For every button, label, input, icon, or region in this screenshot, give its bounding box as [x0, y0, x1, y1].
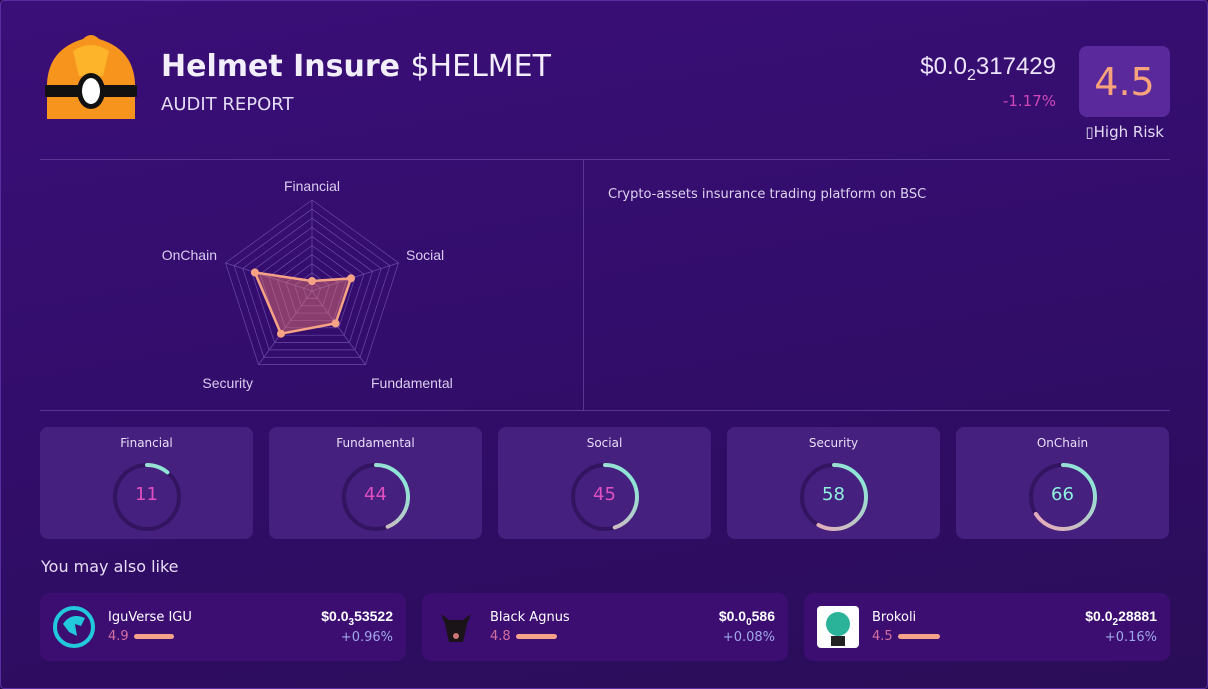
also-like-title: You may also like — [41, 557, 179, 576]
score-value: 44 — [364, 484, 387, 505]
gauge-fill — [571, 463, 639, 531]
score-label: Security — [808, 436, 859, 450]
radar-axis-label: Financial — [284, 178, 340, 194]
score-gauge — [1029, 463, 1097, 531]
radar-point — [276, 329, 285, 338]
radar-spoke — [225, 262, 313, 292]
score-card-social: Social 45 — [498, 427, 711, 539]
radar-grid — [233, 208, 391, 358]
score-value: 58 — [822, 484, 845, 505]
token-rating: 4.8 — [490, 629, 511, 644]
divider — [583, 160, 584, 410]
price-change: -1.17% — [1002, 92, 1056, 110]
score-gauge — [342, 463, 410, 531]
iguverse-logo-icon — [53, 606, 95, 648]
score-badge: 4.5 — [1079, 46, 1170, 117]
divider — [40, 159, 1170, 160]
score-value: 11 — [135, 484, 158, 505]
radar-spoke — [258, 290, 313, 365]
radar-grid — [259, 235, 365, 336]
radar-point — [331, 319, 340, 328]
radar-axis-label: Security — [202, 375, 253, 391]
radar-grid — [251, 226, 373, 343]
score-label: OnChain — [1036, 436, 1089, 450]
black-agnus-logo-icon — [435, 606, 477, 648]
token-change: +0.96% — [340, 630, 393, 645]
score-gauge — [113, 463, 181, 531]
token-title: Helmet Insure $HELMET — [161, 49, 551, 84]
rating-bar — [516, 634, 557, 639]
gauge-fill — [800, 463, 868, 531]
radar-point — [308, 276, 316, 285]
recommended-token[interactable]: Brokoli 4.5 $0.0228881 +0.16% — [804, 593, 1170, 661]
risk-label: ▯High Risk — [1085, 123, 1164, 141]
score-label: Financial — [120, 436, 173, 450]
token-name: IguVerse IGU — [108, 610, 192, 625]
score-card-security: Security 58 — [727, 427, 940, 539]
radar-chart: Financial Social Fundamental Security OnChai… — [162, 178, 453, 391]
score-card-fundamental: Fundamental 44 — [269, 427, 482, 539]
token-price: $0.0228881 — [1085, 608, 1157, 628]
gauge-fill — [1029, 463, 1097, 531]
radar-axis-label: Fundamental — [371, 375, 453, 391]
radar-spoke — [311, 290, 366, 365]
radar-axis-label: OnChain — [162, 247, 217, 263]
rating-bar — [898, 634, 940, 639]
report-subtitle: AUDIT REPORT — [161, 94, 294, 115]
recommended-token[interactable]: IguVerse IGU 4.9 $0.0353522 +0.96% — [40, 593, 406, 661]
score-gauge — [800, 463, 868, 531]
score-card-onchain: OnChain 66 — [956, 427, 1169, 539]
radar-grid — [225, 199, 399, 365]
score-label: Social — [586, 436, 623, 450]
token-rating: 4.5 — [872, 629, 893, 644]
token-name: Black Agnus — [490, 610, 570, 625]
brokoli-logo-icon — [817, 606, 859, 648]
token-price: $0.02317429 — [920, 53, 1056, 84]
radar-point — [346, 274, 355, 283]
radar-grid — [302, 281, 322, 299]
token-price: $0.00586 — [718, 608, 775, 628]
radar-grid — [242, 217, 382, 351]
radar-spoke — [311, 262, 399, 292]
recommended-token[interactable]: Black Agnus 4.8 $0.00586 +0.08% — [422, 593, 788, 661]
gauge-fill — [342, 463, 410, 531]
radar-axis-label: Social — [406, 247, 444, 263]
score-gauge — [571, 463, 639, 531]
score-value: 66 — [1051, 484, 1074, 505]
divider — [40, 410, 1170, 411]
radar-grid — [294, 272, 330, 307]
radar-series — [253, 271, 353, 335]
helmet-logo — [45, 35, 137, 119]
token-rating: 4.9 — [108, 629, 129, 644]
risk-icon: ▯ — [1085, 123, 1094, 141]
score-card-financial: Financial 11 — [40, 427, 253, 539]
rating-bar — [134, 634, 175, 639]
token-change: +0.16% — [1104, 630, 1157, 645]
token-name: Brokoli — [872, 610, 917, 625]
score-label: Fundamental — [336, 436, 415, 450]
token-change: +0.08% — [722, 630, 775, 645]
radar-point — [250, 268, 259, 277]
score-value: 45 — [593, 484, 616, 505]
gauge-fill — [113, 463, 181, 531]
token-price: $0.0353522 — [321, 608, 393, 628]
token-description: Crypto-assets insurance trading platform… — [608, 187, 927, 202]
